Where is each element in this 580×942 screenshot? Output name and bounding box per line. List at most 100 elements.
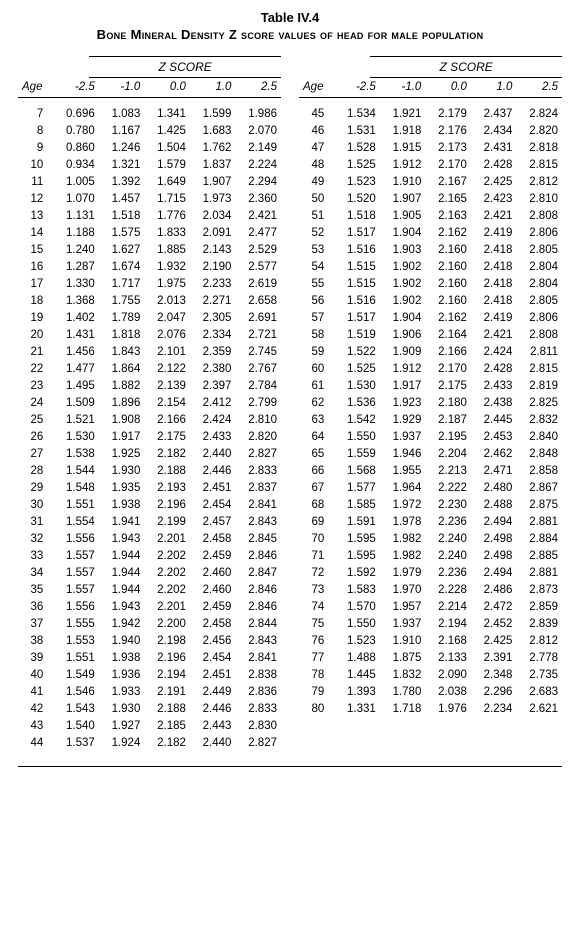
value-cell: 1.083 [99,98,145,123]
age-cell: 43 [18,718,53,735]
value-cell: 2.458 [190,531,236,548]
value-cell: 2.452 [471,616,517,633]
value-cell: 1.579 [144,157,190,174]
age-cell: 76 [299,633,334,650]
value-cell: 2.201 [144,531,190,548]
age-cell: 21 [18,344,53,361]
table-row: 511.5181.9052.1632.4212.808 [299,208,562,225]
value-cell: 1.525 [334,361,380,378]
value-cell: 2.176 [425,123,471,140]
value-cell: 2.477 [235,225,281,242]
value-cell: 1.522 [334,344,380,361]
value-cell: 2.846 [235,548,281,565]
value-cell: 1.915 [380,140,426,157]
age-cell: 80 [299,701,334,718]
value-cell: 2.819 [516,378,562,395]
value-cell: 1.557 [53,565,99,582]
value-cell: 1.585 [334,497,380,514]
value-cell: 2.418 [471,276,517,293]
age-cell: 69 [299,514,334,531]
col-header: 2.5 [516,78,562,98]
table-row: 321.5561.9432.2012.4582.845 [18,531,281,548]
value-cell: 1.833 [144,225,190,242]
value-cell: 1.557 [53,582,99,599]
table-row: 561.5161.9022.1602.4182.805 [299,293,562,310]
value-cell: 2.201 [144,599,190,616]
value-cell: 2.471 [471,463,517,480]
value-cell: 1.904 [380,310,426,327]
value-cell: 1.941 [99,514,145,531]
value-cell: 1.975 [144,276,190,293]
value-cell: 2.460 [190,565,236,582]
value-cell: 2.867 [516,480,562,497]
age-cell: 45 [299,98,334,123]
value-cell: 1.944 [99,548,145,565]
table-row: 441.5371.9242.1822.4402.827 [18,735,281,752]
value-cell: 1.885 [144,242,190,259]
table-row: 581.5191.9062.1642.4212.808 [299,327,562,344]
age-cell: 7 [18,98,53,123]
table-row: 371.5551.9422.2002.4582.844 [18,616,281,633]
value-cell: 2.446 [190,463,236,480]
value-cell: 1.780 [380,684,426,701]
value-cell: 2.213 [425,463,471,480]
tables-container: Z SCORE Age -2.5 -1.0 0.0 1.0 2.5 70.696… [18,56,562,752]
value-cell: 1.477 [53,361,99,378]
value-cell: 1.530 [334,378,380,395]
value-cell: 2.190 [190,259,236,276]
value-cell: 1.330 [53,276,99,293]
value-cell: 2.421 [235,208,281,225]
value-cell: 1.906 [380,327,426,344]
age-header-left: Age [18,78,53,98]
value-cell: 1.520 [334,191,380,208]
value-cell: 1.550 [334,429,380,446]
value-cell: 2.160 [425,259,471,276]
value-cell: 1.917 [380,378,426,395]
table-row: 771.4881.8752.1332.3912.778 [299,650,562,667]
table-row: 221.4771.8642.1222.3802.767 [18,361,281,378]
value-cell: 1.930 [99,463,145,480]
table-row: 751.5501.9372.1942.4522.839 [299,616,562,633]
value-cell: 2.167 [425,174,471,191]
table-row: 331.5571.9442.2022.4592.846 [18,548,281,565]
value-cell: 2.805 [516,242,562,259]
value-cell: 1.715 [144,191,190,208]
value-cell: 1.940 [99,633,145,650]
value-cell: 1.937 [380,616,426,633]
value-cell: 2.683 [516,684,562,701]
table-row: 741.5701.9572.2142.4722.859 [299,599,562,616]
table-row: 361.5561.9432.2012.4592.846 [18,599,281,616]
value-cell: 2.438 [471,395,517,412]
value-cell: 2.811 [516,344,562,361]
table-row: 471.5281.9152.1732.4312.818 [299,140,562,157]
age-cell: 19 [18,310,53,327]
value-cell: 2.838 [235,667,281,684]
value-cell: 2.454 [190,650,236,667]
age-cell: 13 [18,208,53,225]
age-cell: 32 [18,531,53,548]
value-cell: 1.531 [334,123,380,140]
value-cell: 1.554 [53,514,99,531]
value-cell: 2.458 [190,616,236,633]
value-cell: 2.230 [425,497,471,514]
value-cell: 2.166 [144,412,190,429]
age-cell: 8 [18,123,53,140]
value-cell: 2.456 [190,633,236,650]
col-header: 2.5 [235,78,281,98]
age-cell: 57 [299,310,334,327]
value-cell: 1.674 [99,259,145,276]
table-row: 111.0051.3921.6491.9072.294 [18,174,281,191]
value-cell: 2.440 [190,446,236,463]
value-cell: 1.979 [380,565,426,582]
value-cell: 1.837 [190,157,236,174]
value-cell: 1.776 [144,208,190,225]
value-cell: 2.434 [471,123,517,140]
value-cell: 2.844 [235,616,281,633]
value-cell: 1.495 [53,378,99,395]
value-cell: 2.486 [471,582,517,599]
age-cell: 52 [299,225,334,242]
value-cell: 2.884 [516,531,562,548]
value-cell: 1.944 [99,582,145,599]
value-cell: 1.912 [380,361,426,378]
value-cell: 2.498 [471,531,517,548]
